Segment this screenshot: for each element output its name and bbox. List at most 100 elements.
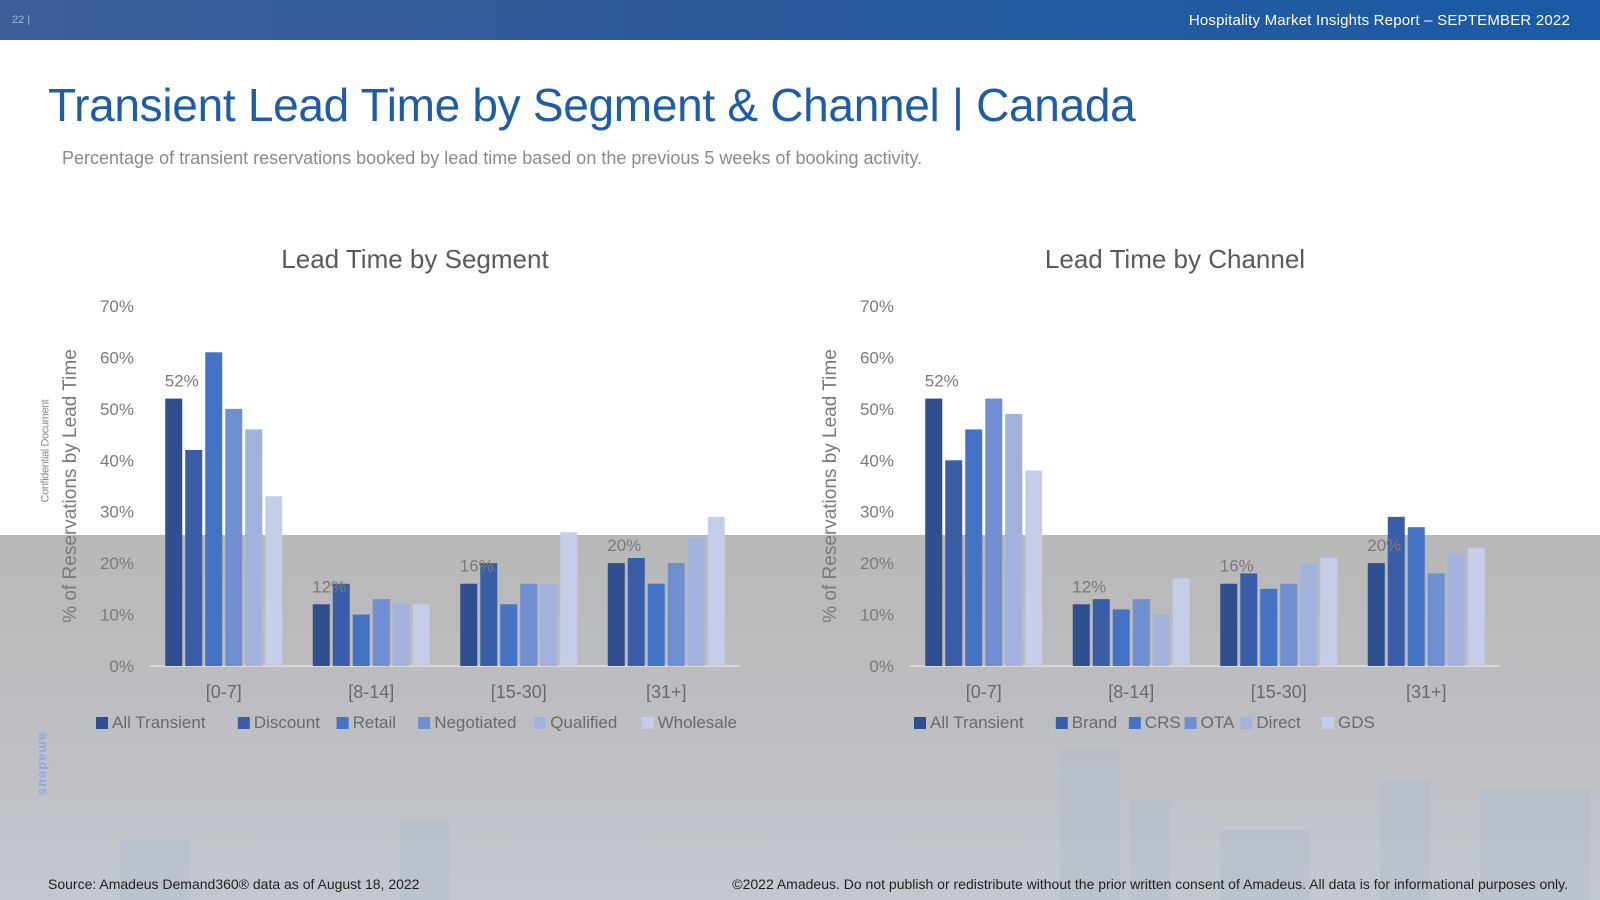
bar	[312, 604, 330, 666]
bar	[607, 563, 625, 666]
data-label: 20%	[1367, 536, 1401, 555]
bar	[627, 558, 645, 666]
bar	[1220, 583, 1238, 666]
bar	[165, 398, 183, 666]
bar	[520, 583, 538, 666]
y-tick-label: 60%	[860, 348, 894, 367]
bar	[332, 583, 350, 666]
x-tick-label: [15-30]	[1251, 682, 1307, 702]
legend-swatch	[96, 717, 108, 729]
data-label: 16%	[460, 557, 494, 576]
page-title: Transient Lead Time by Segment & Channel…	[48, 79, 1136, 131]
y-axis-label: % of Reservations by Lead Time	[60, 349, 81, 623]
legend-swatch	[237, 717, 250, 729]
bar	[1387, 516, 1405, 666]
bar	[1132, 599, 1150, 666]
bar	[480, 563, 498, 666]
bar	[985, 398, 1003, 666]
y-tick-label: 70%	[860, 297, 894, 316]
bar	[225, 408, 243, 666]
bar	[412, 604, 430, 666]
segment-chart: Lead Time by Segment % of Reservations by…	[40, 230, 780, 750]
bar	[707, 516, 725, 666]
bar	[1427, 573, 1445, 666]
y-tick-label: 20%	[100, 554, 134, 573]
bar	[1025, 470, 1043, 666]
bar	[1260, 588, 1278, 666]
bar	[1092, 599, 1110, 666]
bar	[687, 537, 705, 666]
y-tick-label: 20%	[860, 554, 894, 573]
legend-swatch	[1128, 717, 1141, 729]
segment-chart-svg: Lead Time by Segment % of Reservations by…	[60, 244, 740, 732]
source-note: Source: Amadeus Demand360® data as of Au…	[48, 876, 420, 892]
x-tick-label: [31+]	[646, 682, 687, 702]
legend-entry: GDS	[1338, 713, 1375, 732]
data-label: 12%	[312, 577, 346, 596]
y-tick-label: 40%	[860, 451, 894, 470]
bar	[560, 532, 578, 666]
y-tick-label: 50%	[100, 400, 134, 419]
bar	[925, 398, 943, 666]
data-label: 12%	[1072, 577, 1106, 596]
legend-entry: Qualified	[550, 713, 617, 732]
y-tick-label: 10%	[100, 606, 134, 625]
legend-entry: Negotiated	[434, 713, 516, 732]
legend-entry: Wholesale	[658, 713, 737, 732]
bar	[460, 583, 478, 666]
y-tick-label: 60%	[100, 348, 134, 367]
bar	[265, 496, 283, 666]
y-tick-label: 0%	[109, 657, 134, 676]
bar	[945, 460, 963, 666]
bar	[1320, 558, 1338, 666]
y-axis-label: % of Reservations by Lead Time	[820, 349, 841, 623]
bar	[392, 604, 410, 666]
legend-swatch	[1240, 717, 1253, 729]
legend-swatch	[534, 717, 547, 729]
y-tick-label: 0%	[869, 657, 894, 676]
copyright-note: ©2022 Amadeus. Do not publish or redistr…	[732, 876, 1568, 892]
report-title: Hospitality Market Insights Report – SEP…	[1188, 12, 1570, 29]
x-tick-label: [15-30]	[491, 682, 547, 702]
bar	[372, 599, 390, 666]
bar	[352, 614, 370, 666]
bar	[1112, 609, 1130, 666]
page-subtitle: Percentage of transient reservations boo…	[62, 148, 923, 168]
bar	[965, 429, 983, 666]
legend-entry: Retail	[353, 713, 396, 732]
legend-swatch	[418, 717, 431, 729]
bar	[1367, 563, 1385, 666]
bar	[1172, 578, 1190, 666]
legend-entry: Brand	[1072, 713, 1117, 732]
bar	[1300, 563, 1318, 666]
bar	[245, 429, 263, 666]
x-tick-label: [8-14]	[348, 682, 394, 702]
y-tick-label: 10%	[860, 606, 894, 625]
bar	[205, 352, 223, 666]
legend-swatch	[1322, 717, 1334, 729]
page-number: 22 |	[12, 14, 31, 26]
bar	[1240, 573, 1258, 666]
legend-entry: All Transient	[930, 713, 1024, 732]
y-tick-label: 30%	[100, 503, 134, 522]
data-label: 16%	[1220, 557, 1254, 576]
data-label: 20%	[607, 536, 641, 555]
legend-entry: CRS	[1145, 713, 1181, 732]
bar	[185, 450, 203, 666]
x-tick-label: [8-14]	[1108, 682, 1154, 702]
y-tick-label: 40%	[100, 451, 134, 470]
legend-entry: Direct	[1256, 713, 1301, 732]
bar	[540, 583, 558, 666]
x-tick-label: [0-7]	[206, 682, 242, 702]
bar	[1005, 414, 1023, 666]
x-tick-label: [31+]	[1406, 682, 1447, 702]
legend-swatch	[1184, 717, 1197, 729]
bar	[1152, 614, 1170, 666]
bar	[1407, 527, 1425, 666]
x-tick-label: [0-7]	[966, 682, 1002, 702]
data-label: 52%	[925, 372, 959, 391]
y-tick-label: 50%	[860, 400, 894, 419]
bar	[1467, 547, 1485, 666]
legend-entry: All Transient	[112, 713, 206, 732]
bar	[1072, 604, 1090, 666]
